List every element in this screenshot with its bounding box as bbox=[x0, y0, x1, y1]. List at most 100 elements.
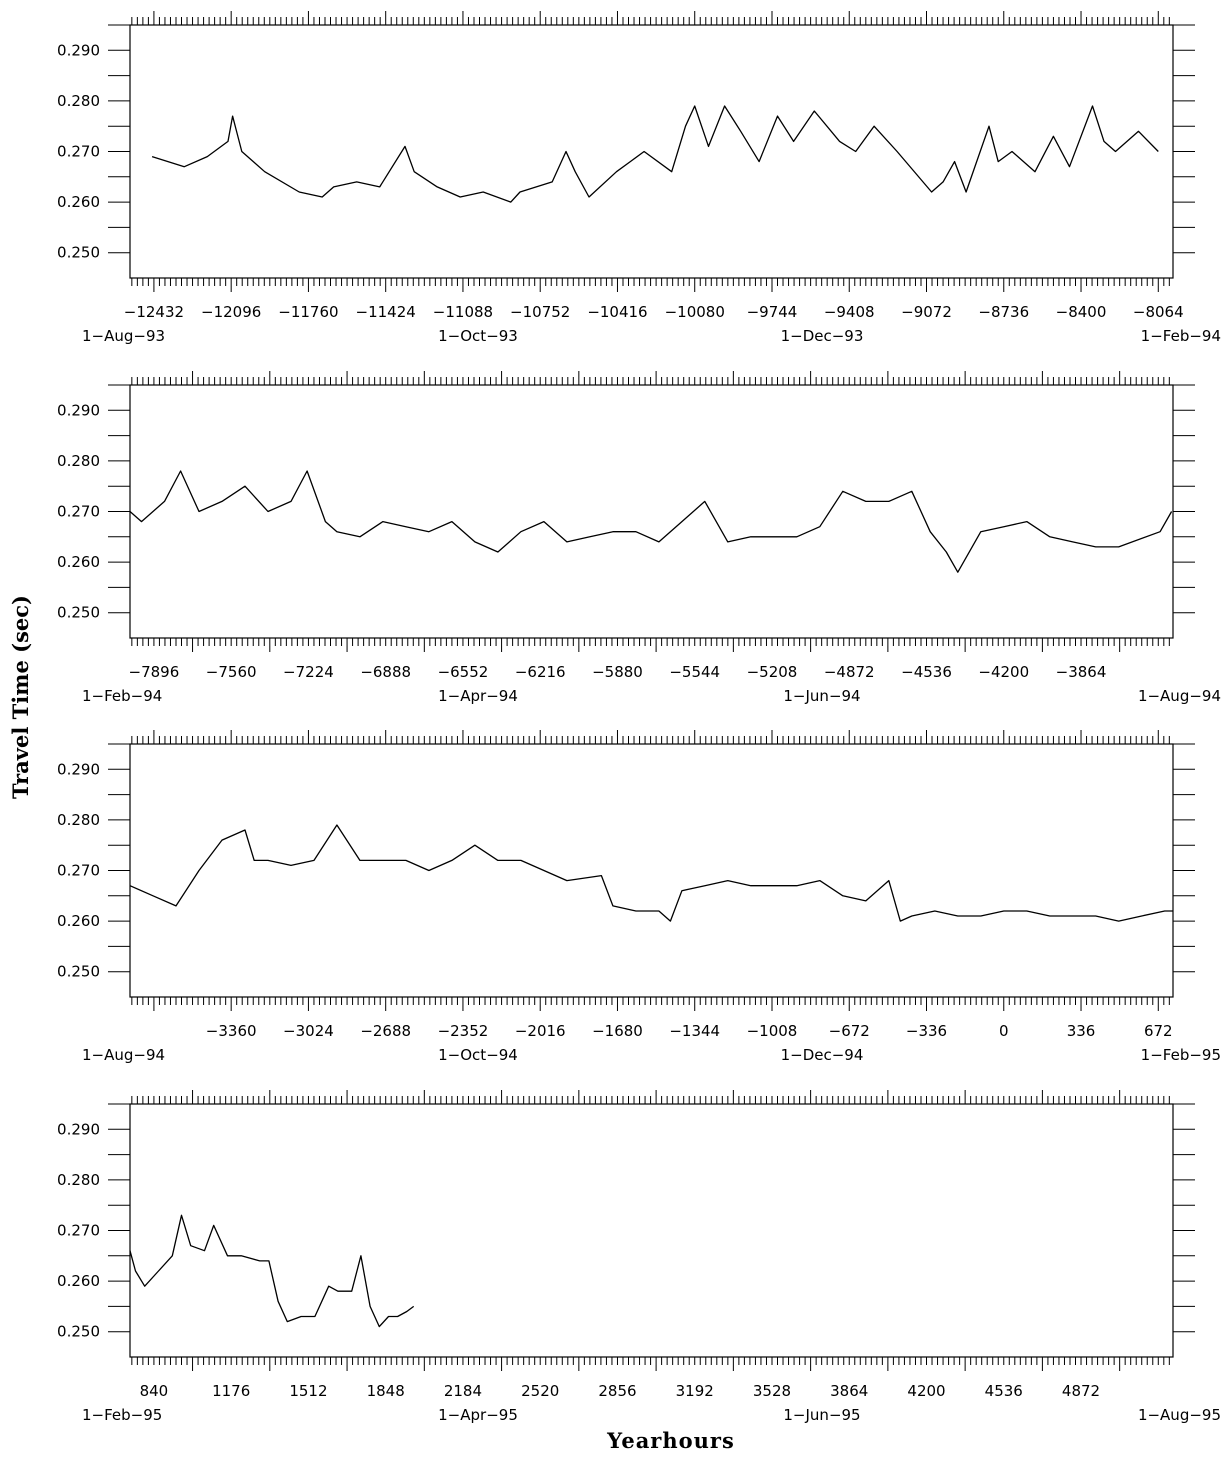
x-tick-label: 1176 bbox=[212, 1382, 250, 1400]
y-tick-label: 0.270 bbox=[57, 143, 100, 161]
x-tick-labels: −7896 −7560 −7224 −6888 −6552 −6216 −5880 −5544… bbox=[129, 663, 1107, 681]
panel-2: 0.290 0.280 0.270 0.260 0.250 −7896 −7560 −7224… bbox=[57, 371, 1221, 705]
y-axis-label: Travel Time (sec) bbox=[8, 595, 33, 799]
x-tick-label: −1344 bbox=[669, 1022, 720, 1040]
y-tick-label: 0.290 bbox=[57, 760, 100, 778]
date-label: 1−Feb−94 bbox=[1141, 327, 1221, 345]
y-tick-label: 0.290 bbox=[57, 401, 100, 419]
date-labels: 1−Aug−94 1−Oct−94 1−Dec−94 1−Feb−95 bbox=[82, 1046, 1221, 1064]
y-tick-label: 0.280 bbox=[57, 92, 100, 110]
x-axis-label: Yearhours bbox=[606, 1428, 735, 1453]
x-tick-label: −11760 bbox=[278, 303, 338, 321]
x-tick-label: 840 bbox=[140, 1382, 169, 1400]
x-tick-label: −2016 bbox=[515, 1022, 566, 1040]
x-tick-label: 1512 bbox=[289, 1382, 327, 1400]
y-tick-label: 0.260 bbox=[57, 193, 100, 211]
x-tick-label: 3192 bbox=[676, 1382, 714, 1400]
panel-4: 0.290 0.280 0.270 0.260 0.250 840 1176 1512 1848… bbox=[57, 1090, 1221, 1424]
date-label: 1−Oct−94 bbox=[438, 1046, 518, 1064]
x-tick-label: 0 bbox=[999, 1022, 1009, 1040]
plot-frame bbox=[129, 384, 1174, 639]
y-ticks: 0.290 0.280 0.270 0.260 0.250 bbox=[57, 1103, 1195, 1341]
x-tick-label: −12096 bbox=[201, 303, 261, 321]
x-tick-label: −7224 bbox=[283, 663, 334, 681]
x-tick-label: −5544 bbox=[669, 663, 720, 681]
x-tick-label: −6552 bbox=[438, 663, 489, 681]
x-tick-label: 4200 bbox=[907, 1382, 945, 1400]
x-tick-label: −8400 bbox=[1056, 303, 1107, 321]
x-tick-label: −2352 bbox=[438, 1022, 489, 1040]
x-tick-label: 672 bbox=[1144, 1022, 1173, 1040]
x-ticks bbox=[131, 371, 1170, 652]
date-label: 1−Dec−94 bbox=[781, 1046, 864, 1064]
x-tick-label: −8064 bbox=[1133, 303, 1184, 321]
x-tick-label: −8736 bbox=[978, 303, 1029, 321]
x-tick-label: 4536 bbox=[985, 1382, 1023, 1400]
x-ticks bbox=[131, 730, 1170, 1011]
date-label: 1−Aug−94 bbox=[1138, 687, 1221, 705]
y-tick-label: 0.290 bbox=[57, 1120, 100, 1138]
plot-frame bbox=[129, 24, 1174, 279]
x-tick-label: 2856 bbox=[598, 1382, 636, 1400]
date-label: 1−Dec−93 bbox=[781, 327, 864, 345]
date-label: 1−Jun−94 bbox=[783, 687, 860, 705]
date-labels: 1−Aug−93 1−Oct−93 1−Dec−93 1−Feb−94 bbox=[82, 327, 1221, 345]
x-ticks bbox=[131, 1090, 1170, 1371]
x-tick-label: −4872 bbox=[824, 663, 875, 681]
x-tick-label: 2184 bbox=[444, 1382, 482, 1400]
y-tick-label: 0.280 bbox=[57, 1171, 100, 1189]
x-tick-label: −11088 bbox=[433, 303, 493, 321]
panel-1: 0.290 0.280 0.270 0.260 0.250 −12432 −12096 −11… bbox=[57, 11, 1221, 345]
x-tick-label: 3528 bbox=[753, 1382, 791, 1400]
x-tick-label: −4536 bbox=[901, 663, 952, 681]
series-line bbox=[129, 824, 1173, 922]
x-ticks bbox=[131, 11, 1170, 292]
y-ticks: 0.290 0.280 0.270 0.260 0.250 bbox=[57, 24, 1195, 262]
x-tick-label: −9072 bbox=[901, 303, 952, 321]
x-tick-label: −5208 bbox=[747, 663, 798, 681]
date-label: 1−Aug−95 bbox=[1138, 1406, 1221, 1424]
x-tick-label: −10752 bbox=[510, 303, 570, 321]
y-tick-label: 0.270 bbox=[57, 1222, 100, 1240]
x-tick-label: −9408 bbox=[824, 303, 875, 321]
date-labels: 1−Feb−95 1−Apr−95 1−Jun−95 1−Aug−95 bbox=[82, 1406, 1221, 1424]
x-tick-label: −6888 bbox=[360, 663, 411, 681]
x-tick-label: −12432 bbox=[124, 303, 184, 321]
x-tick-labels: −3360 −3024 −2688 −2352 −2016 −1680 −1344 −1008… bbox=[206, 1022, 1173, 1040]
date-label: 1−Aug−93 bbox=[82, 327, 165, 345]
x-tick-label: −3864 bbox=[1056, 663, 1107, 681]
y-tick-label: 0.250 bbox=[57, 244, 100, 262]
y-tick-label: 0.250 bbox=[57, 1323, 100, 1341]
x-tick-label: −3024 bbox=[283, 1022, 334, 1040]
date-label: 1−Aug−94 bbox=[82, 1046, 165, 1064]
plot-frame bbox=[129, 743, 1174, 998]
date-label: 1−Feb−94 bbox=[82, 687, 162, 705]
y-tick-label: 0.290 bbox=[57, 41, 100, 59]
x-tick-labels: 840 1176 1512 1848 2184 2520 2856 3192 3528 3864 4… bbox=[140, 1382, 1101, 1400]
x-tick-label: 336 bbox=[1067, 1022, 1096, 1040]
x-tick-label: −2688 bbox=[360, 1022, 411, 1040]
x-tick-label: −7896 bbox=[129, 663, 180, 681]
y-ticks: 0.290 0.280 0.270 0.260 0.250 bbox=[57, 743, 1195, 981]
series-line bbox=[129, 1214, 415, 1328]
series-line bbox=[129, 470, 1173, 573]
y-tick-label: 0.270 bbox=[57, 503, 100, 521]
x-tick-label: −4200 bbox=[978, 663, 1029, 681]
y-tick-label: 0.270 bbox=[57, 862, 100, 880]
x-tick-label: −1008 bbox=[747, 1022, 798, 1040]
date-labels: 1−Feb−94 1−Apr−94 1−Jun−94 1−Aug−94 bbox=[82, 687, 1221, 705]
y-tick-label: 0.280 bbox=[57, 452, 100, 470]
x-tick-label: −11424 bbox=[356, 303, 416, 321]
date-label: 1−Apr−94 bbox=[438, 687, 518, 705]
x-tick-label: −3360 bbox=[206, 1022, 257, 1040]
x-tick-label: −672 bbox=[829, 1022, 870, 1040]
y-tick-label: 0.250 bbox=[57, 604, 100, 622]
date-label: 1−Feb−95 bbox=[82, 1406, 162, 1424]
y-tick-label: 0.260 bbox=[57, 553, 100, 571]
y-tick-label: 0.250 bbox=[57, 963, 100, 981]
x-tick-label: −5880 bbox=[592, 663, 643, 681]
x-tick-label: 3864 bbox=[830, 1382, 868, 1400]
x-tick-label: −7560 bbox=[206, 663, 257, 681]
